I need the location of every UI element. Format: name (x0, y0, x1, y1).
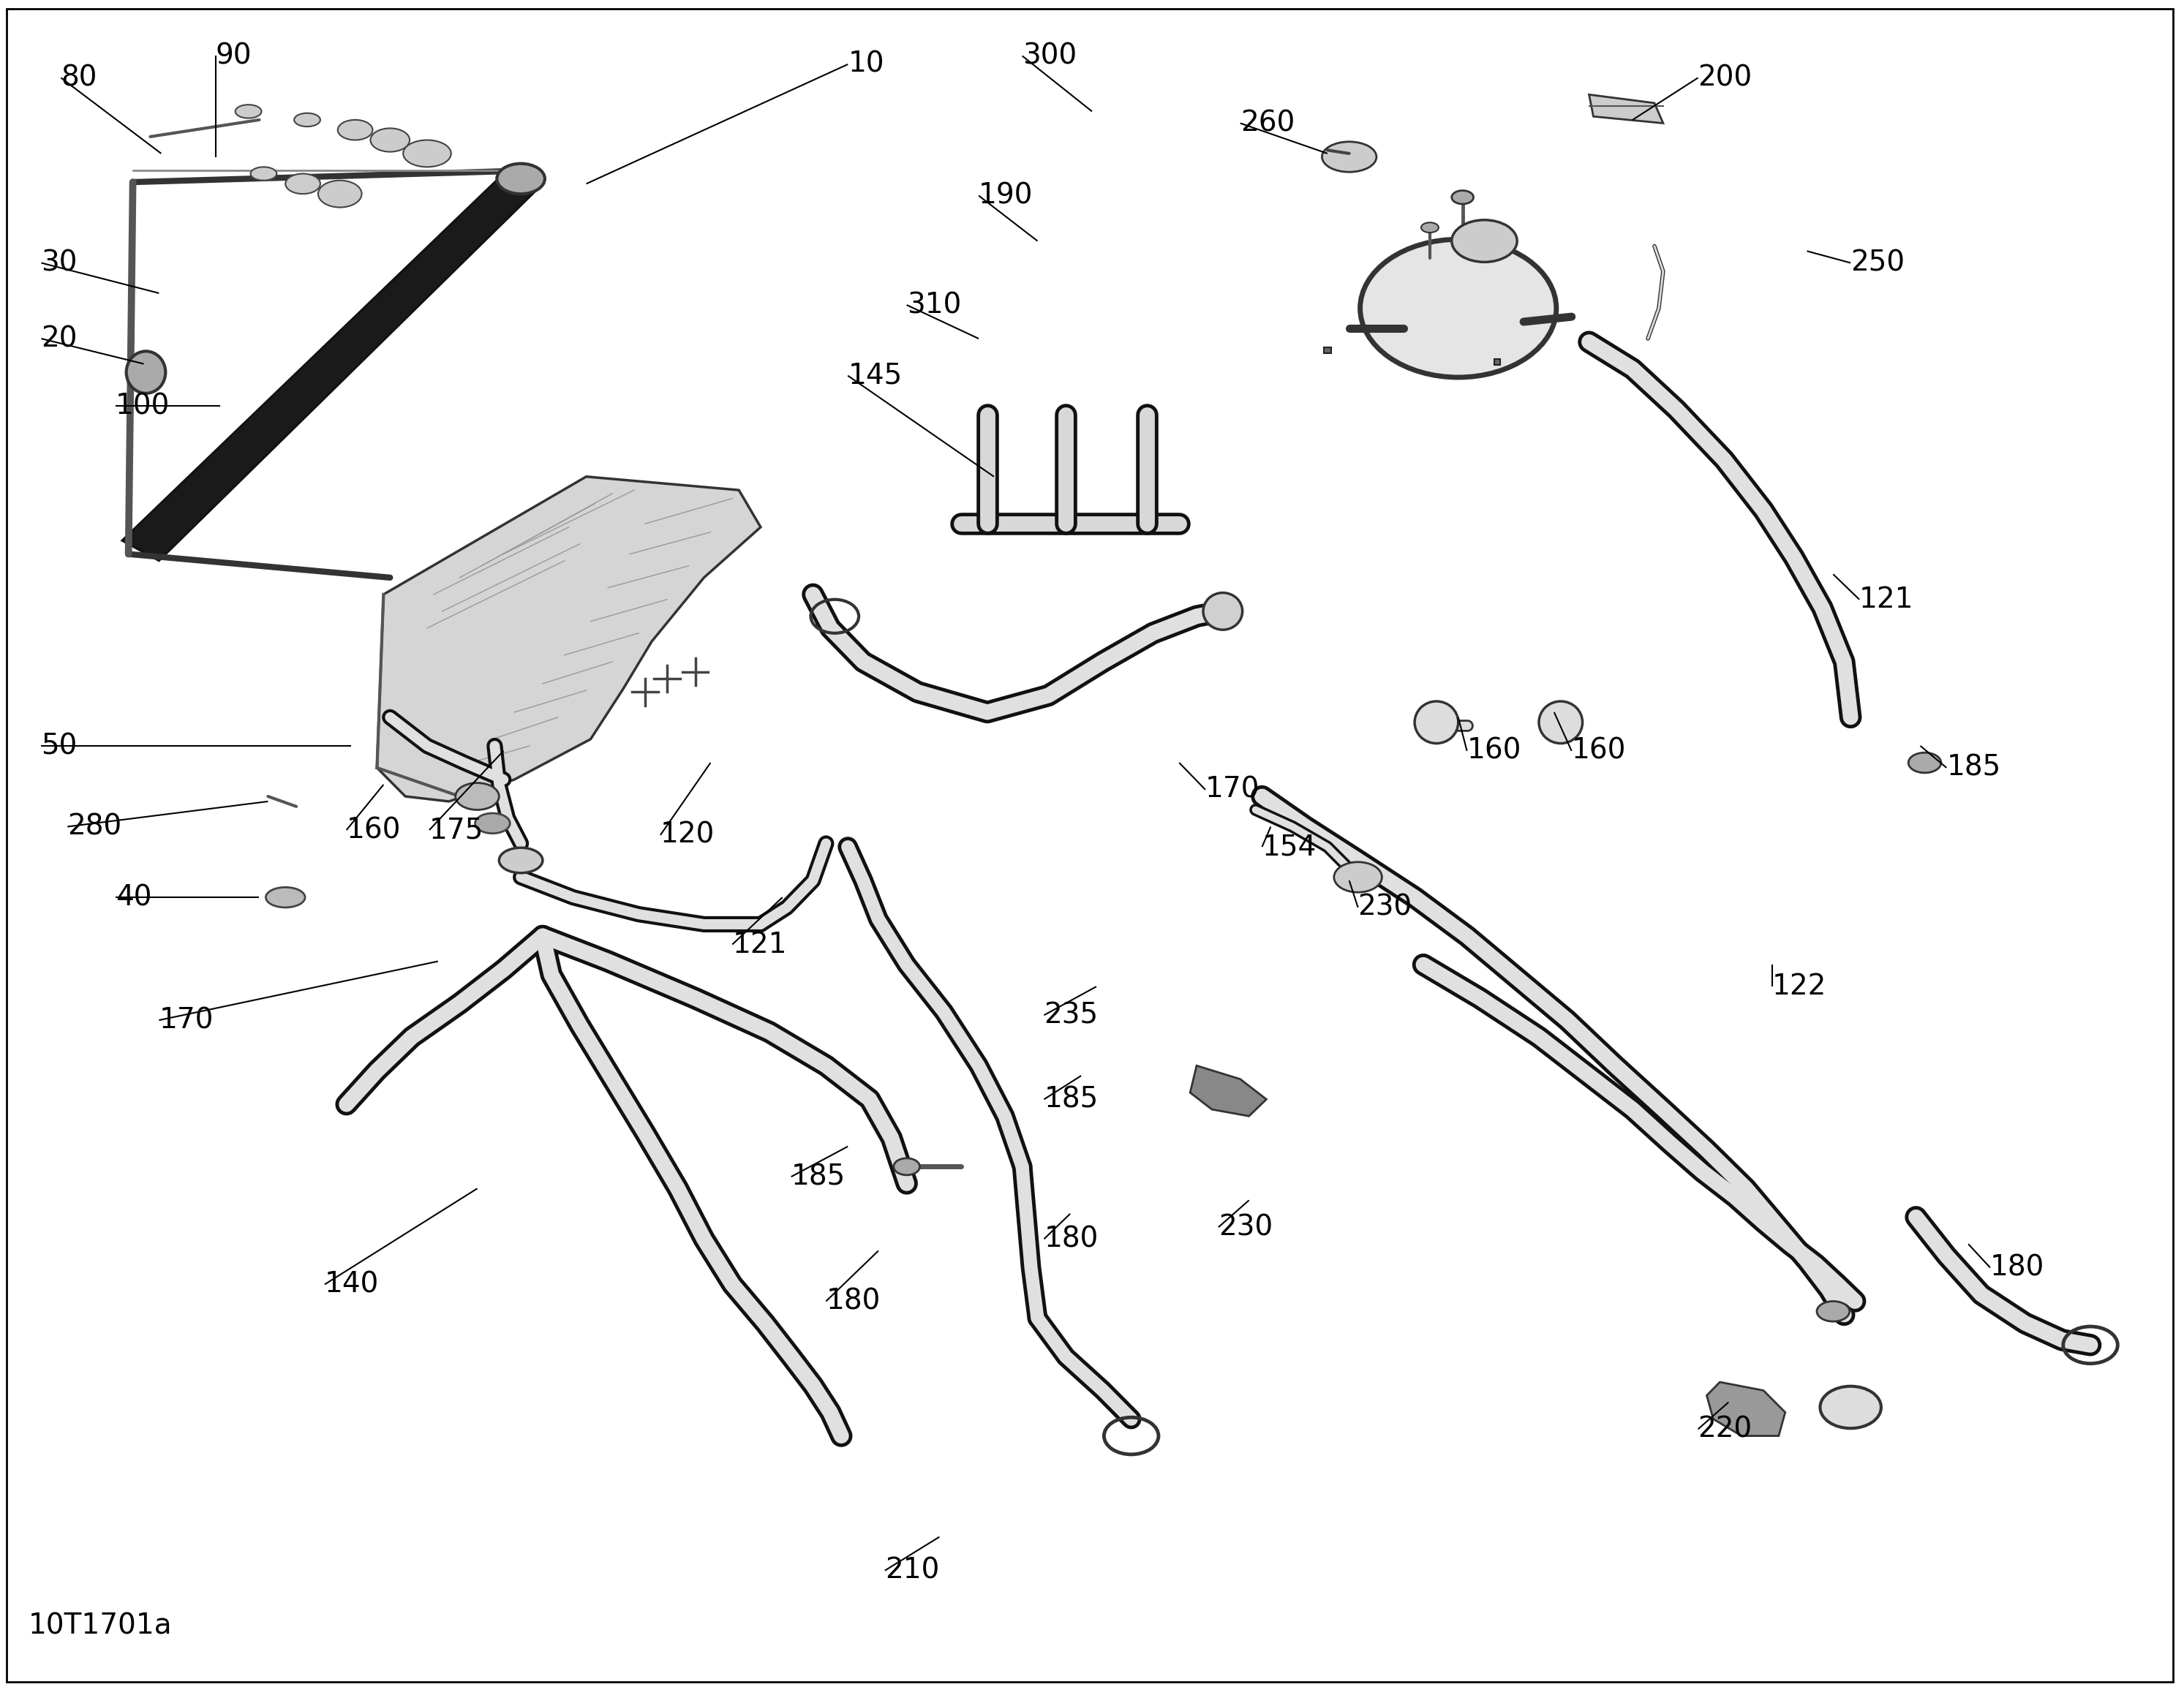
Text: 175: 175 (430, 817, 483, 844)
Text: 310: 310 (906, 292, 961, 319)
Text: 154: 154 (1262, 833, 1317, 860)
Polygon shape (378, 477, 760, 801)
Text: 170: 170 (1206, 776, 1260, 803)
Text: 260: 260 (1241, 110, 1295, 137)
Text: 185: 185 (1946, 754, 2001, 781)
Ellipse shape (266, 887, 306, 908)
Text: 20: 20 (41, 324, 76, 353)
Ellipse shape (1819, 1387, 1880, 1429)
Ellipse shape (1817, 1301, 1850, 1321)
Text: 30: 30 (41, 250, 76, 277)
Text: 180: 180 (826, 1287, 880, 1316)
Polygon shape (1706, 1382, 1784, 1436)
Text: 190: 190 (978, 182, 1033, 209)
Text: 160: 160 (347, 817, 402, 844)
Text: 10T1701a: 10T1701a (28, 1613, 173, 1640)
Text: 40: 40 (116, 884, 151, 911)
Ellipse shape (251, 167, 277, 181)
FancyBboxPatch shape (1494, 359, 1500, 364)
Text: 235: 235 (1044, 1002, 1099, 1029)
Text: 180: 180 (1044, 1225, 1099, 1253)
Ellipse shape (1540, 702, 1583, 744)
Ellipse shape (476, 813, 509, 833)
Text: 220: 220 (1697, 1415, 1752, 1442)
Text: 300: 300 (1022, 42, 1077, 69)
Text: 90: 90 (216, 42, 251, 69)
Ellipse shape (286, 174, 321, 194)
Text: 140: 140 (325, 1270, 380, 1299)
Text: 160: 160 (1572, 737, 1627, 764)
Ellipse shape (500, 847, 542, 872)
Text: 121: 121 (1859, 585, 1913, 614)
Ellipse shape (1452, 191, 1474, 204)
Polygon shape (1190, 1066, 1267, 1117)
Ellipse shape (1321, 142, 1376, 172)
Text: 170: 170 (159, 1007, 214, 1034)
Text: 230: 230 (1358, 894, 1413, 921)
Ellipse shape (371, 128, 411, 152)
Ellipse shape (1422, 223, 1439, 233)
Ellipse shape (1415, 702, 1459, 744)
Text: 210: 210 (885, 1557, 939, 1584)
Ellipse shape (498, 164, 544, 194)
Ellipse shape (1334, 862, 1382, 892)
Text: 100: 100 (116, 391, 170, 420)
Text: 280: 280 (68, 813, 122, 840)
Text: 121: 121 (732, 931, 786, 958)
Ellipse shape (236, 105, 262, 118)
Text: 250: 250 (1850, 250, 1904, 277)
Text: 185: 185 (791, 1162, 845, 1191)
Ellipse shape (1452, 219, 1518, 261)
Ellipse shape (295, 113, 321, 127)
Text: 160: 160 (1468, 737, 1522, 764)
Polygon shape (122, 174, 535, 560)
Polygon shape (1590, 94, 1664, 123)
Text: 230: 230 (1219, 1213, 1273, 1242)
Text: 200: 200 (1697, 64, 1752, 91)
Ellipse shape (1203, 592, 1243, 629)
Ellipse shape (319, 181, 363, 208)
Ellipse shape (456, 783, 500, 810)
Text: 185: 185 (1044, 1085, 1099, 1113)
Ellipse shape (339, 120, 373, 140)
Text: 50: 50 (41, 732, 76, 759)
Ellipse shape (1361, 240, 1557, 378)
Text: 145: 145 (847, 361, 902, 390)
FancyBboxPatch shape (1324, 348, 1330, 353)
Text: 122: 122 (1771, 973, 1826, 1000)
Ellipse shape (404, 140, 452, 167)
Ellipse shape (893, 1159, 919, 1176)
Text: 180: 180 (1990, 1253, 2044, 1282)
Text: 80: 80 (61, 64, 96, 91)
Text: 10: 10 (847, 51, 885, 78)
Text: 120: 120 (660, 822, 714, 849)
Ellipse shape (1909, 752, 1942, 773)
Ellipse shape (127, 351, 166, 393)
